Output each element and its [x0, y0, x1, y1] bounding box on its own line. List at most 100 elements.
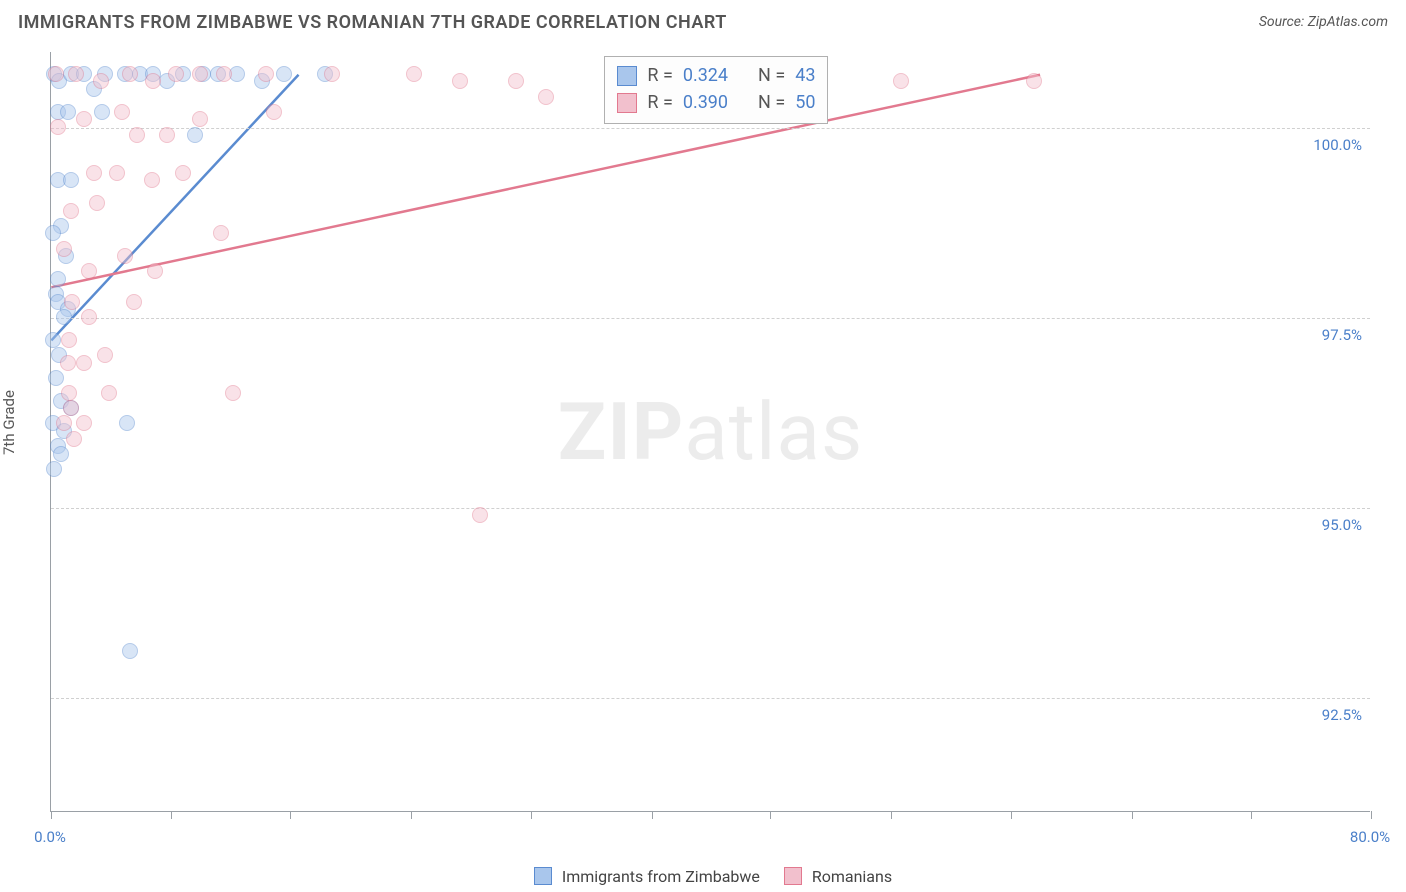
scatter-point	[258, 66, 274, 82]
R-label: R =	[647, 89, 672, 116]
xtick	[1371, 811, 1372, 819]
scatter-point	[276, 66, 292, 82]
scatter-point	[97, 347, 113, 363]
xtick	[652, 811, 653, 819]
R-label: R =	[647, 62, 672, 89]
stats-legend-row: R = 0.324 N = 43	[617, 62, 815, 89]
scatter-point	[216, 66, 232, 82]
scatter-point	[144, 172, 160, 188]
xtick	[51, 811, 52, 819]
scatter-point	[63, 400, 79, 416]
scatter-point	[168, 66, 184, 82]
plot-area: ZIPatlas 92.5%95.0%97.5%100.0%	[50, 52, 1370, 812]
legend-label-1: Romanians	[812, 867, 892, 886]
regression-line	[51, 75, 1040, 288]
xtick-label: 0.0%	[34, 828, 66, 846]
scatter-point	[187, 127, 203, 143]
xtick	[1011, 811, 1012, 819]
xtick-label: 80.0%	[1350, 828, 1390, 846]
legend-swatch-1	[784, 867, 802, 885]
chart-title: IMMIGRANTS FROM ZIMBABWE VS ROMANIAN 7TH…	[18, 12, 727, 33]
scatter-point	[472, 507, 488, 523]
scatter-point	[46, 461, 62, 477]
xtick	[1251, 811, 1252, 819]
header-row: IMMIGRANTS FROM ZIMBABWE VS ROMANIAN 7TH…	[18, 12, 1388, 42]
scatter-point	[45, 225, 61, 241]
scatter-point	[109, 165, 125, 181]
gridline-h	[51, 508, 1370, 509]
N-value: 43	[795, 62, 815, 89]
scatter-point	[119, 415, 135, 431]
scatter-point	[56, 415, 72, 431]
stats-legend-row: R =0.390N =50	[617, 89, 815, 116]
scatter-point	[48, 66, 64, 82]
ytick-label: 100.0%	[1282, 136, 1362, 154]
legend-swatch	[617, 93, 637, 113]
scatter-point	[114, 104, 130, 120]
stats-legend: R =0.324N =43R =0.390N =50	[604, 56, 828, 124]
legend-swatch-0	[534, 867, 552, 885]
scatter-point	[56, 241, 72, 257]
scatter-point	[147, 263, 163, 279]
legend-label-0: Immigrants from Zimbabwe	[562, 867, 760, 886]
scatter-point	[175, 165, 191, 181]
ytick-label: 95.0%	[1282, 516, 1362, 534]
xtick	[411, 811, 412, 819]
scatter-point	[63, 172, 79, 188]
scatter-point	[266, 104, 282, 120]
scatter-point	[48, 370, 64, 386]
bottom-legend: Immigrants from Zimbabwe Romanians	[0, 867, 1406, 886]
scatter-point	[76, 415, 92, 431]
scatter-point	[50, 271, 66, 287]
scatter-point	[64, 294, 80, 310]
gridline-h	[51, 128, 1370, 129]
gridline-h	[51, 318, 1370, 319]
scatter-point	[213, 225, 229, 241]
scatter-point	[452, 73, 468, 89]
scatter-point	[159, 127, 175, 143]
scatter-point	[45, 332, 61, 348]
scatter-point	[61, 385, 77, 401]
N-value: 50	[795, 89, 815, 116]
xtick	[171, 811, 172, 819]
scatter-point	[192, 111, 208, 127]
scatter-point	[86, 165, 102, 181]
scatter-point	[68, 66, 84, 82]
watermark: ZIPatlas	[558, 385, 863, 479]
scatter-point	[93, 73, 109, 89]
xtick	[290, 811, 291, 819]
scatter-point	[101, 385, 117, 401]
scatter-point	[60, 355, 76, 371]
scatter-point	[61, 332, 77, 348]
scatter-point	[538, 89, 554, 105]
y-axis-label: 7th Grade	[0, 390, 18, 455]
xtick	[770, 811, 771, 819]
scatter-point	[81, 309, 97, 325]
scatter-point	[66, 431, 82, 447]
legend-swatch	[617, 66, 637, 86]
scatter-point	[81, 263, 97, 279]
scatter-point	[76, 111, 92, 127]
N-label: N =	[758, 89, 785, 116]
scatter-point	[225, 385, 241, 401]
watermark-bold: ZIP	[558, 385, 685, 479]
scatter-point	[129, 127, 145, 143]
scatter-point	[94, 104, 110, 120]
scatter-point	[192, 66, 208, 82]
scatter-point	[122, 643, 138, 659]
scatter-point	[50, 119, 66, 135]
scatter-point	[117, 248, 133, 264]
source-label: Source: ZipAtlas.com	[1259, 14, 1388, 30]
N-label: N =	[758, 62, 785, 89]
scatter-point	[508, 73, 524, 89]
xtick	[1132, 811, 1133, 819]
xtick	[531, 811, 532, 819]
scatter-point	[60, 104, 76, 120]
scatter-point	[122, 66, 138, 82]
chart-container: IMMIGRANTS FROM ZIMBABWE VS ROMANIAN 7TH…	[0, 0, 1406, 892]
gridline-h	[51, 698, 1370, 699]
xtick	[891, 811, 892, 819]
scatter-point	[126, 294, 142, 310]
R-value: 0.324	[683, 62, 728, 89]
scatter-point	[63, 203, 79, 219]
